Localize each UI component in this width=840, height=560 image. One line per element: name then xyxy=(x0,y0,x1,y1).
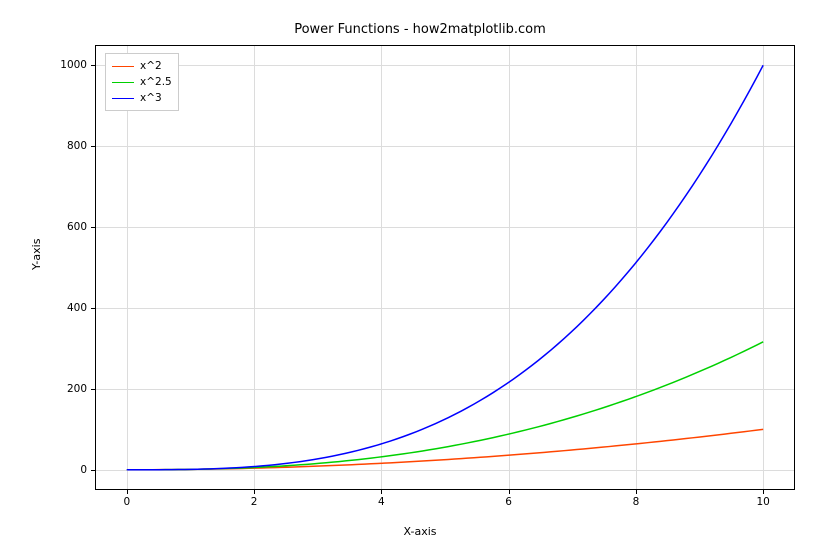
ytick-mark xyxy=(91,308,95,309)
xtick-mark xyxy=(381,490,382,494)
xtick-mark xyxy=(509,490,510,494)
x-axis-label: X-axis xyxy=(0,525,840,538)
xtick-mark xyxy=(254,490,255,494)
plot-border xyxy=(95,45,795,490)
y-axis-label: Y-axis xyxy=(30,239,43,270)
ytick-mark xyxy=(91,227,95,228)
figure: Power Functions - how2matplotlib.com Y-a… xyxy=(0,0,840,560)
xtick-mark xyxy=(636,490,637,494)
legend-label: x^2.5 xyxy=(140,76,172,88)
ytick-label: 0 xyxy=(80,464,87,476)
xtick-label: 8 xyxy=(633,496,640,508)
ytick-mark xyxy=(91,65,95,66)
legend-label: x^2 xyxy=(140,60,162,72)
xtick-label: 0 xyxy=(123,496,130,508)
xtick-label: 2 xyxy=(251,496,258,508)
ytick-mark xyxy=(91,470,95,471)
ytick-label: 1000 xyxy=(60,59,87,71)
ytick-label: 600 xyxy=(67,221,87,233)
legend-swatch xyxy=(112,66,134,67)
ytick-label: 400 xyxy=(67,302,87,314)
chart-title: Power Functions - how2matplotlib.com xyxy=(0,22,840,37)
xtick-label: 10 xyxy=(756,496,769,508)
legend-item: x^2 xyxy=(112,58,172,74)
xtick-mark xyxy=(763,490,764,494)
legend-label: x^3 xyxy=(140,92,162,104)
xtick-mark xyxy=(127,490,128,494)
plot-area: 024681002004006008001000 x^2x^2.5x^3 xyxy=(95,45,795,490)
legend-swatch xyxy=(112,98,134,99)
legend: x^2 x^2.5 x^3 xyxy=(105,53,179,111)
ytick-label: 800 xyxy=(67,140,87,152)
ytick-mark xyxy=(91,389,95,390)
ytick-label: 200 xyxy=(67,383,87,395)
legend-swatch xyxy=(112,82,134,83)
legend-item: x^3 xyxy=(112,90,172,106)
legend-item: x^2.5 xyxy=(112,74,172,90)
xtick-label: 4 xyxy=(378,496,385,508)
ytick-mark xyxy=(91,146,95,147)
xtick-label: 6 xyxy=(505,496,512,508)
